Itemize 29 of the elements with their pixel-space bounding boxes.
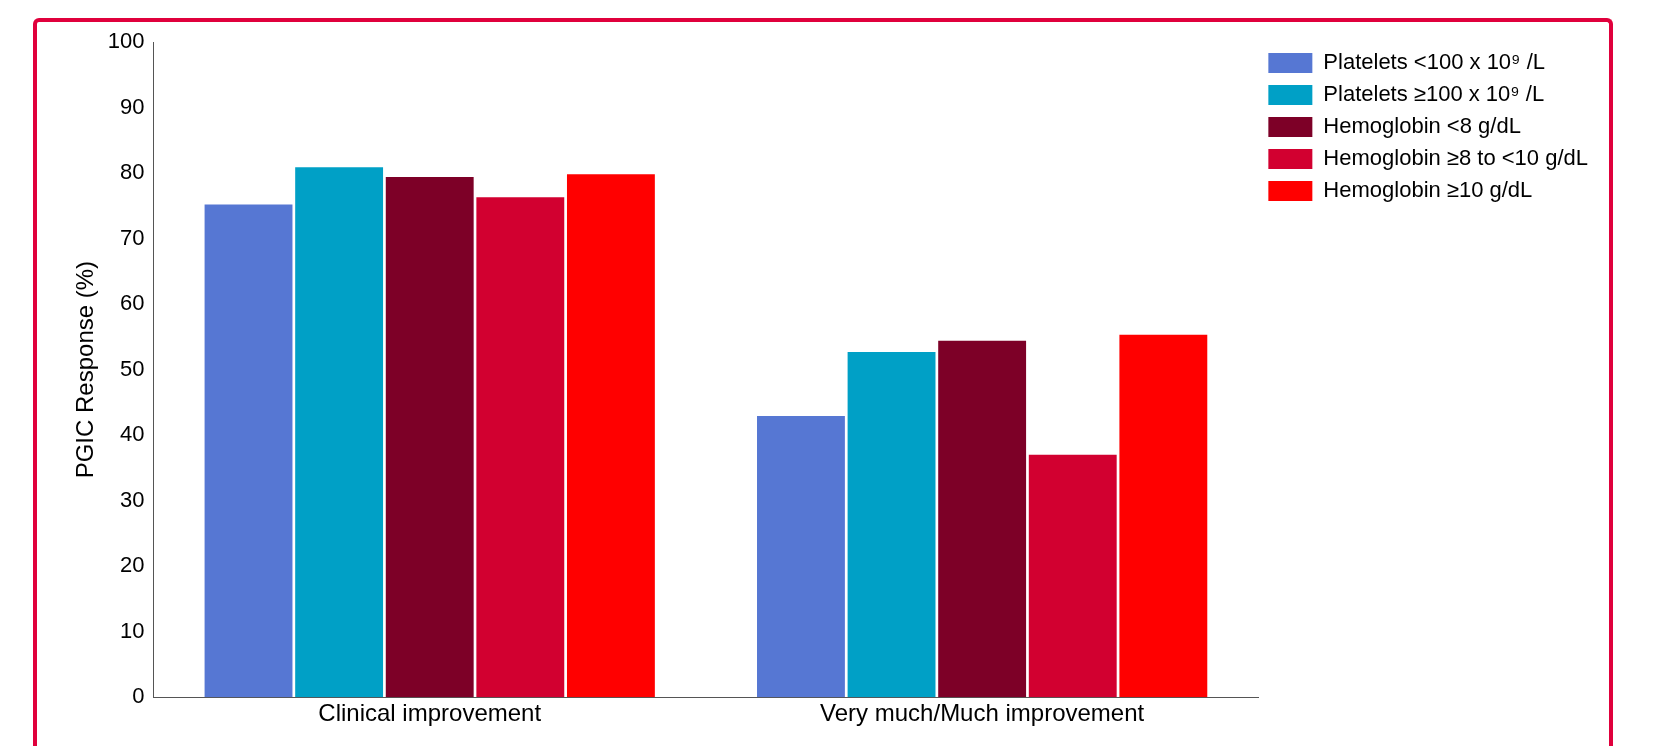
- y-tick-label: 100: [107, 28, 145, 54]
- y-tick-label: 40: [120, 421, 145, 447]
- bar: [1028, 454, 1117, 698]
- y-tick-label: 50: [120, 355, 145, 381]
- bar: [938, 340, 1027, 698]
- legend-label: Platelets ≥100 x 10⁹ /L: [1323, 81, 1545, 107]
- bar: [1119, 334, 1208, 698]
- bar: [295, 167, 384, 698]
- bar: [204, 204, 293, 698]
- y-tick-label: 30: [120, 486, 145, 512]
- y-tick-label: 80: [120, 159, 145, 185]
- bar: [385, 176, 474, 698]
- legend-label: Hemoglobin ≥8 to <10 g/dL: [1323, 145, 1589, 171]
- y-tick-label: 10: [120, 617, 145, 643]
- bar: [566, 174, 655, 698]
- y-tick-label: 60: [120, 290, 145, 316]
- bar: [476, 197, 565, 698]
- y-tick-label: 90: [120, 93, 145, 119]
- bar: [847, 351, 936, 698]
- legend-label: Platelets <100 x 10⁹ /L: [1323, 49, 1545, 75]
- y-axis-title: PGIC Response (%): [71, 260, 99, 479]
- bar: [757, 416, 845, 698]
- y-tick-label: 20: [120, 552, 145, 578]
- y-tick-label: 70: [120, 224, 145, 250]
- y-tick-label: 0: [132, 683, 145, 709]
- legend-label: Hemoglobin ≥10 g/dL: [1323, 177, 1533, 203]
- legend-label: Hemoglobin <8 g/dL: [1323, 113, 1521, 139]
- x-tick-label: Clinical improvement: [318, 699, 542, 727]
- x-tick-label: Very much/Much improvement: [820, 699, 1145, 727]
